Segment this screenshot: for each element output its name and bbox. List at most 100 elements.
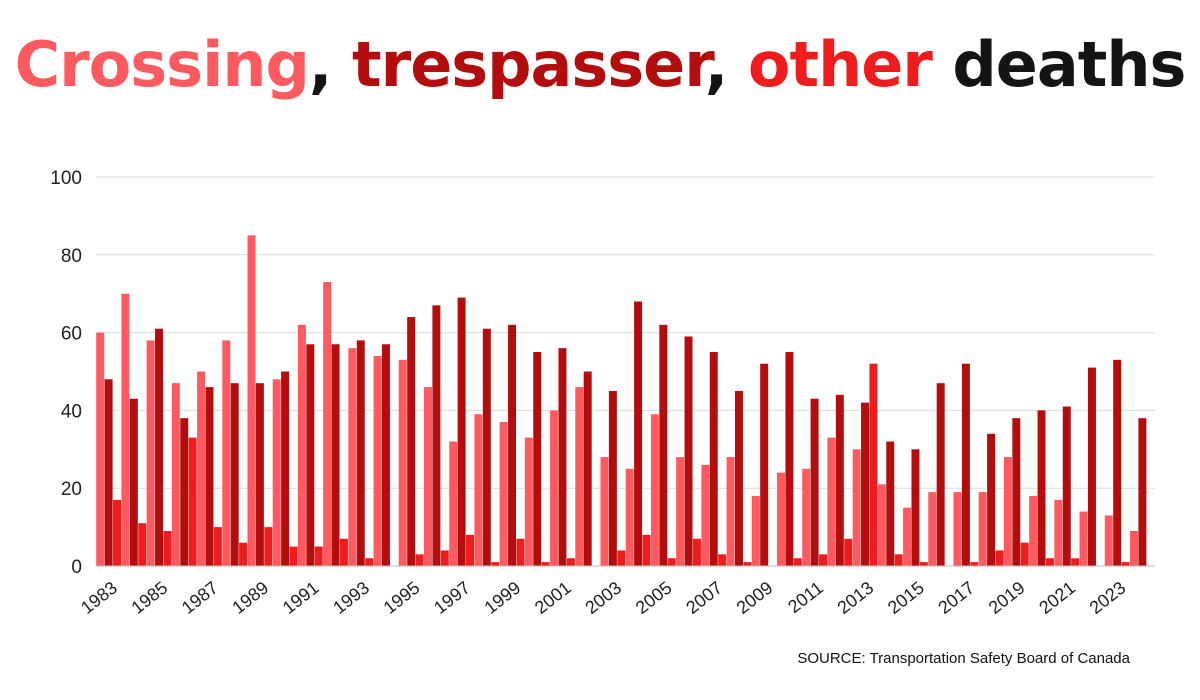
bar-other-1985 bbox=[163, 530, 172, 566]
bar-trespasser-1987 bbox=[205, 387, 214, 566]
bar-trespasser-2013 bbox=[861, 402, 870, 566]
bar-other-1998 bbox=[491, 562, 500, 566]
bar-crossing-2006 bbox=[676, 457, 685, 566]
bar-crossing-2023 bbox=[1104, 515, 1113, 566]
x-tick-label: 2001 bbox=[531, 577, 575, 617]
bar-other-1987 bbox=[213, 527, 222, 566]
bar-crossing-1998 bbox=[474, 414, 483, 566]
title-other: other bbox=[747, 28, 933, 101]
bar-crossing-1993 bbox=[348, 348, 357, 566]
bar-trespasser-1985 bbox=[155, 328, 164, 566]
bar-other-1992 bbox=[339, 538, 348, 566]
bar-trespasser-2005 bbox=[659, 324, 668, 566]
bar-trespasser-1988 bbox=[230, 383, 239, 566]
bar-crossing-1983 bbox=[96, 332, 105, 566]
bar-other-2020 bbox=[1045, 558, 1054, 566]
bar-other-1988 bbox=[239, 542, 248, 566]
bar-crossing-1984 bbox=[121, 293, 130, 566]
bar-other-1996 bbox=[440, 550, 449, 566]
x-tick-label: 1997 bbox=[430, 577, 474, 617]
bar-crossing-1991 bbox=[297, 324, 306, 566]
x-tick-label: 2017 bbox=[934, 577, 978, 617]
bar-other-2021 bbox=[1071, 558, 1080, 566]
x-tick-label: 1995 bbox=[380, 577, 424, 617]
bar-other-2000 bbox=[541, 562, 550, 566]
bar-other-1995 bbox=[415, 554, 424, 566]
bar-crossing-2021 bbox=[1054, 499, 1063, 566]
bar-other-1989 bbox=[264, 527, 273, 566]
bar-crossing-1992 bbox=[323, 282, 332, 566]
bar-trespasser-2022 bbox=[1087, 367, 1096, 566]
bar-trespasser-2019 bbox=[1012, 418, 1021, 566]
x-tick-label: 2003 bbox=[581, 577, 625, 617]
bar-other-2001 bbox=[566, 558, 575, 566]
bar-trespasser-1993 bbox=[356, 340, 365, 566]
x-tick-label: 1993 bbox=[329, 577, 373, 617]
title-separator: , bbox=[308, 28, 352, 101]
bar-trespasser-2002 bbox=[583, 371, 592, 566]
bar-other-1997 bbox=[466, 534, 474, 566]
bar-other-2023 bbox=[1121, 562, 1130, 566]
bar-other-2006 bbox=[692, 538, 701, 566]
bar-crossing-2024 bbox=[1130, 530, 1138, 566]
bar-crossing-2000 bbox=[524, 437, 533, 566]
bar-crossing-2019 bbox=[1003, 457, 1012, 566]
bar-other-2014 bbox=[894, 554, 903, 566]
bar-trespasser-1994 bbox=[381, 344, 390, 566]
bar-other-2005 bbox=[667, 558, 676, 566]
bar-crossing-2020 bbox=[1029, 495, 1038, 566]
source-note: SOURCE: Transportation Safety Board of C… bbox=[797, 650, 1130, 667]
chart-title: Crossing, trespasser, other deaths bbox=[0, 28, 1200, 102]
bar-other-2003 bbox=[617, 550, 626, 566]
bar-trespasser-1995 bbox=[407, 317, 416, 566]
y-tick-label: 20 bbox=[61, 479, 82, 500]
x-tick-label: 1985 bbox=[128, 577, 172, 617]
bar-other-1993 bbox=[365, 558, 374, 566]
bar-crossing-1994 bbox=[373, 355, 382, 566]
bar-trespasser-1997 bbox=[457, 297, 466, 566]
bar-trespasser-2008 bbox=[734, 390, 743, 566]
y-tick-label: 0 bbox=[71, 557, 82, 578]
title-deaths: deaths bbox=[931, 28, 1186, 101]
bar-trespasser-1983 bbox=[104, 379, 113, 566]
bar-trespasser-2006 bbox=[684, 336, 693, 566]
bar-other-1984 bbox=[138, 523, 147, 566]
bar-trespasser-2012 bbox=[835, 394, 844, 566]
bar-trespasser-2010 bbox=[785, 352, 794, 566]
bar-trespasser-1998 bbox=[482, 328, 491, 566]
bar-crossing-2003 bbox=[600, 457, 609, 566]
bar-other-1990 bbox=[289, 546, 298, 566]
x-tick-label: 1989 bbox=[228, 577, 272, 617]
bar-crossing-2017 bbox=[953, 492, 962, 566]
bar-crossing-2014 bbox=[877, 484, 886, 566]
bar-trespasser-1992 bbox=[331, 344, 340, 566]
bar-other-2012 bbox=[844, 538, 853, 566]
bar-crossing-2015 bbox=[903, 507, 912, 566]
bar-trespasser-2020 bbox=[1037, 410, 1046, 566]
y-tick-label: 80 bbox=[61, 246, 82, 267]
bar-other-2011 bbox=[819, 554, 827, 566]
bar-trespasser-2018 bbox=[987, 433, 996, 566]
bar-crossing-1990 bbox=[272, 379, 281, 566]
x-axis-ticks: 1983 1985 1987 1989 1991 1993 1995 1997 1999 2001… bbox=[77, 577, 1129, 617]
bar-crossing-1995 bbox=[398, 359, 407, 566]
bar-trespasser-2004 bbox=[634, 301, 643, 566]
bar-trespasser-1984 bbox=[129, 398, 138, 566]
bar-crossing-1986 bbox=[171, 383, 180, 566]
bar-crossing-2018 bbox=[978, 492, 987, 566]
x-tick-label: 1987 bbox=[178, 577, 222, 617]
bar-trespasser-1989 bbox=[255, 383, 264, 566]
x-tick-label: 2005 bbox=[632, 577, 676, 617]
x-tick-label: 2011 bbox=[784, 577, 827, 617]
bar-trespasser-1996 bbox=[432, 305, 441, 566]
bar-trespasser-1986 bbox=[180, 418, 189, 566]
bar-crossing-1987 bbox=[197, 371, 206, 566]
bar-other-1991 bbox=[314, 546, 323, 566]
x-tick-label: 2015 bbox=[884, 577, 928, 617]
bar-other-1986 bbox=[188, 437, 197, 566]
bar-crossing-1999 bbox=[499, 422, 508, 566]
bar-other-2008 bbox=[743, 562, 752, 566]
bar-crossing-1985 bbox=[146, 340, 155, 566]
bar-trespasser-2024 bbox=[1138, 418, 1147, 566]
